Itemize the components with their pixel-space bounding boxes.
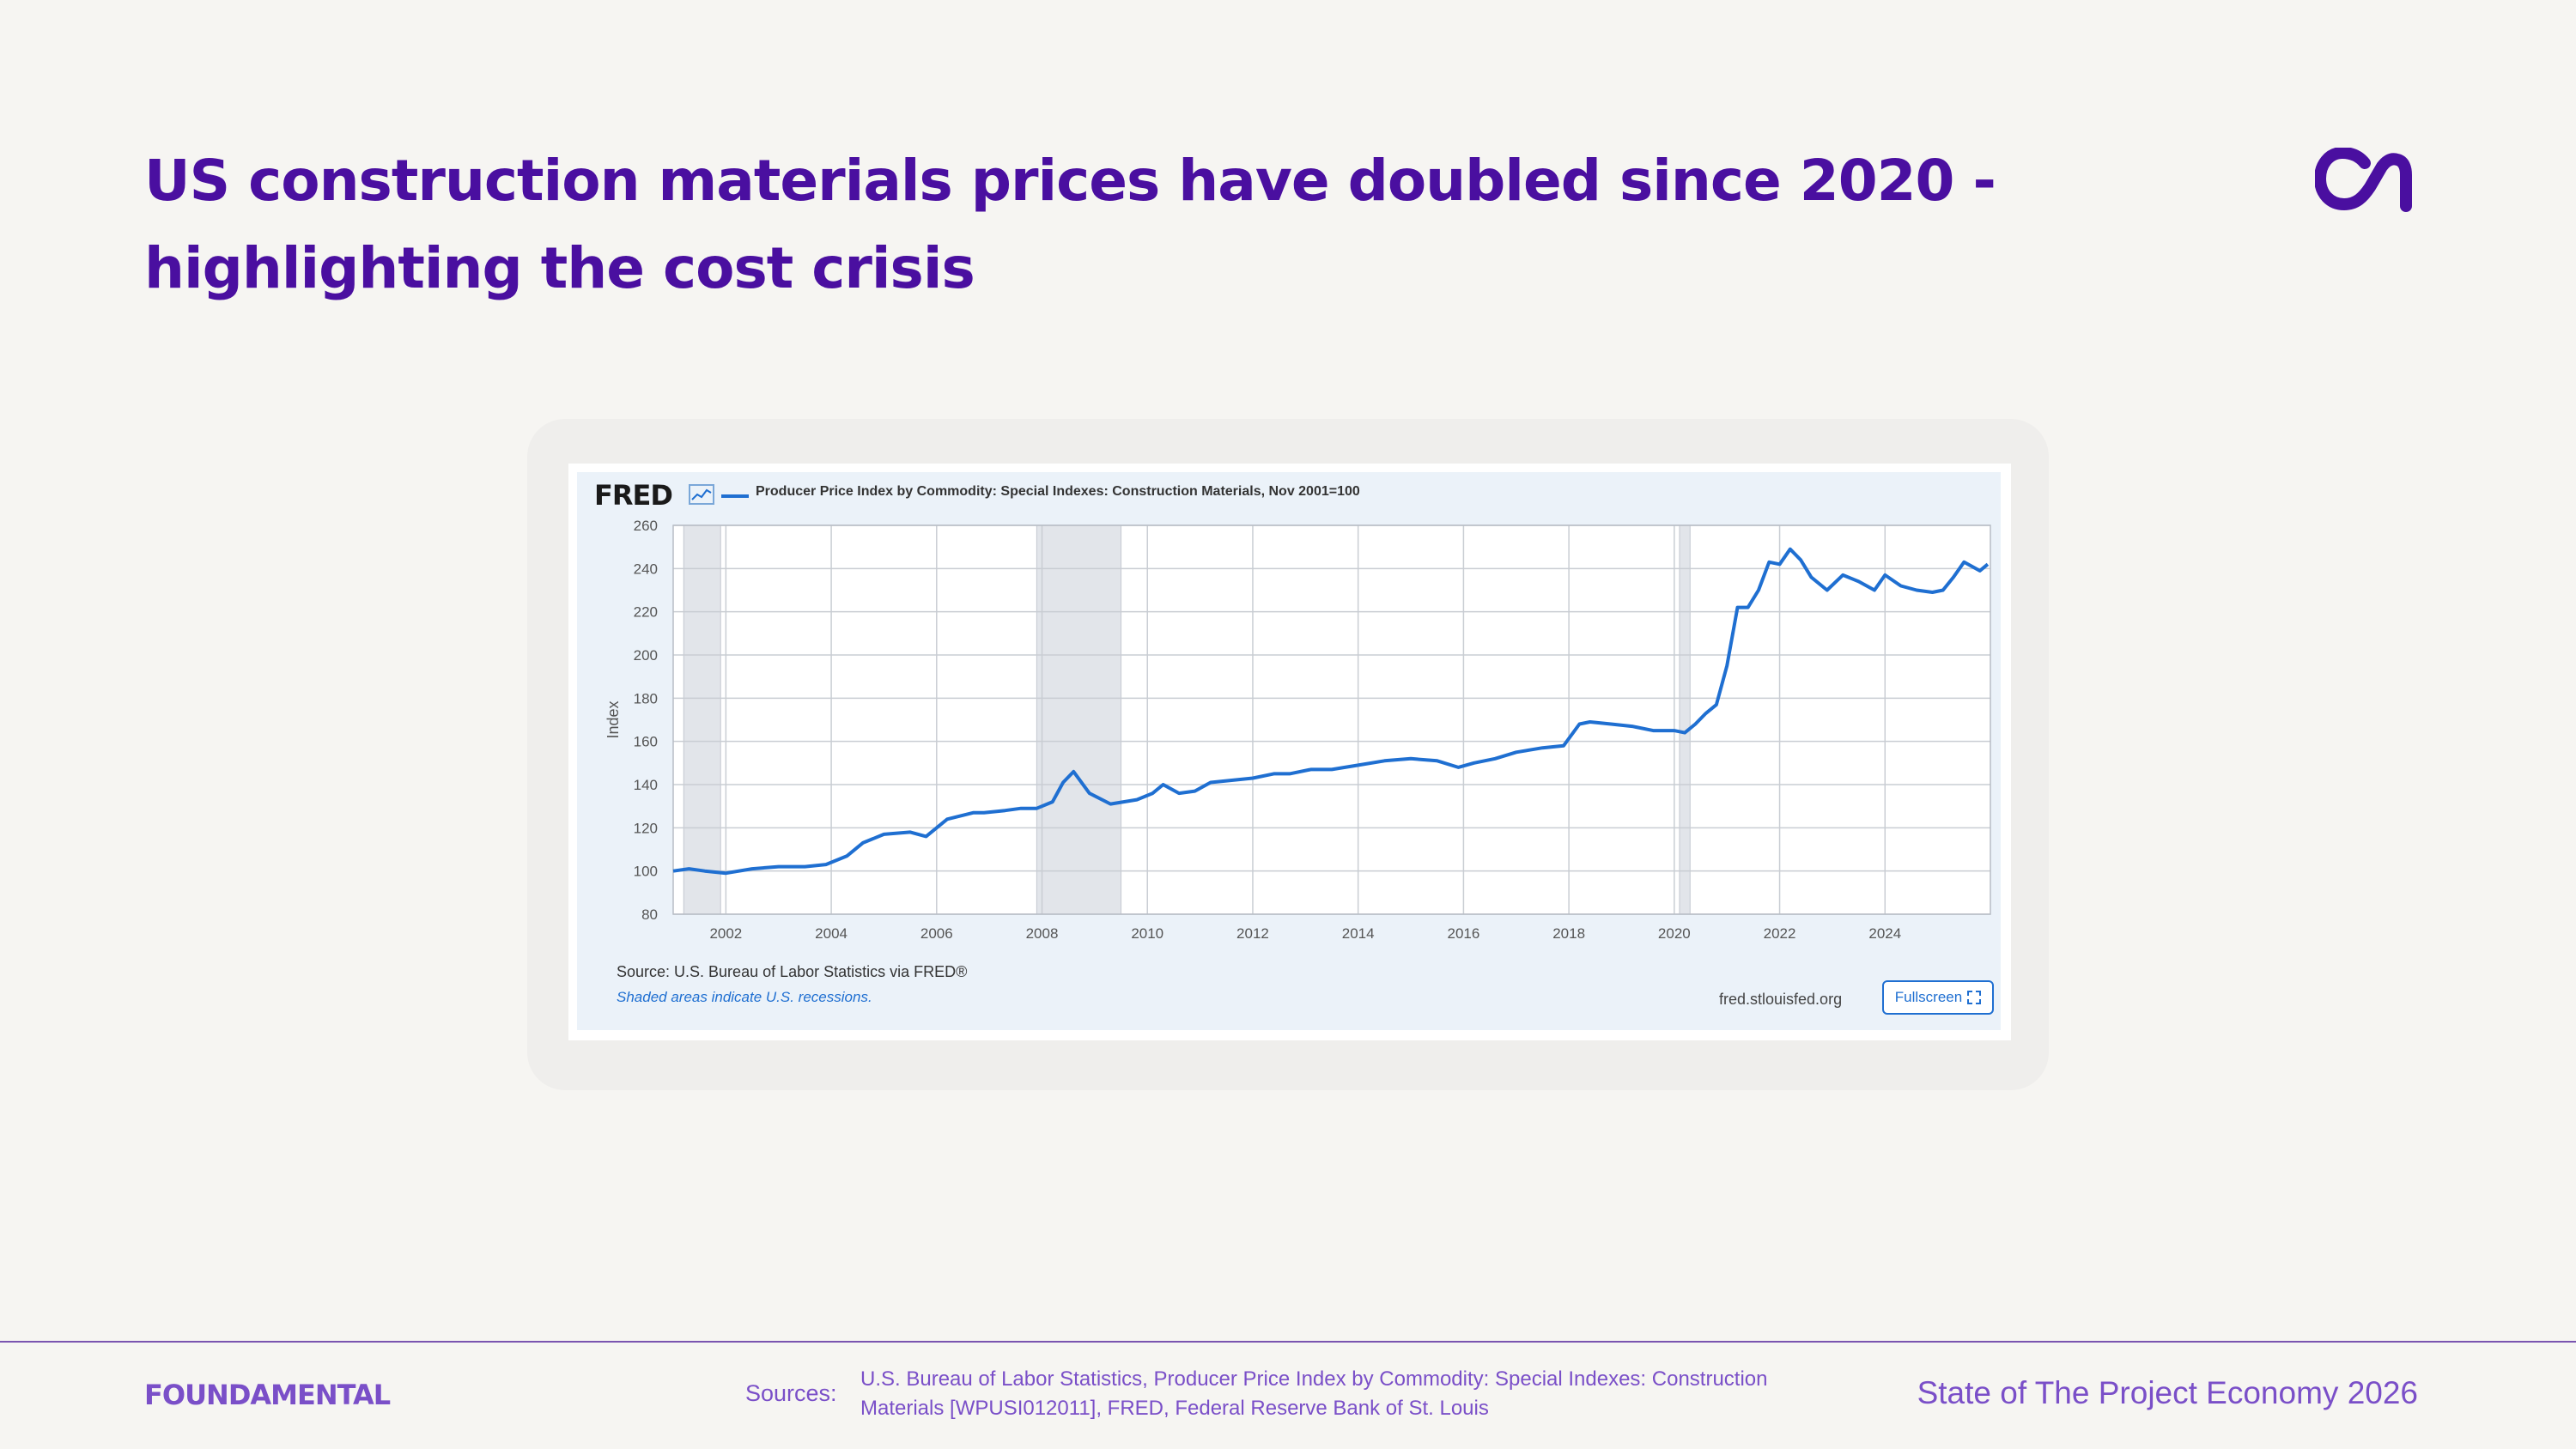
- y-axis-label: Index: [605, 700, 622, 738]
- expand-icon: [1967, 991, 1982, 1004]
- sources-line-2: Materials [WPUSI012011], FRED, Federal R…: [860, 1397, 1489, 1420]
- x-tick-label: 2014: [1342, 925, 1375, 942]
- x-tick-label: 2022: [1764, 925, 1796, 942]
- y-tick-label: 80: [641, 906, 658, 923]
- y-tick-label: 220: [634, 604, 658, 621]
- y-tick-label: 240: [634, 561, 658, 577]
- footer-divider: [0, 1341, 2576, 1343]
- y-tick-label: 180: [634, 690, 658, 706]
- y-tick-label: 160: [634, 734, 658, 750]
- x-tick-label: 2024: [1868, 925, 1901, 942]
- x-tick-label: 2020: [1658, 925, 1691, 942]
- report-name: State of The Project Economy 2026: [1917, 1375, 2418, 1410]
- y-tick-label: 200: [634, 647, 658, 664]
- fullscreen-button[interactable]: Fullscreen: [1882, 980, 1994, 1015]
- x-tick-label: 2008: [1026, 925, 1059, 942]
- recession-shading: [1679, 524, 1691, 915]
- x-tick-label: 2002: [709, 925, 742, 942]
- plot-area: [673, 525, 1990, 914]
- sources-label: Sources:: [745, 1380, 837, 1406]
- legend-swatch: [721, 494, 749, 498]
- fullscreen-label: Fullscreen: [1894, 989, 1963, 1005]
- title-line-2: highlighting the cost crisis: [144, 235, 975, 301]
- footer-brand-logo: FOUNDAMENTAL: [144, 1379, 391, 1411]
- y-tick-label: 260: [634, 518, 658, 534]
- series-line: [672, 547, 1990, 876]
- recession-shading: [1036, 524, 1122, 915]
- y-tick-label: 120: [634, 820, 658, 836]
- fred-logo: FRED: [594, 479, 673, 512]
- sources-line-1: U.S. Bureau of Labor Statistics, Produce…: [860, 1367, 1768, 1391]
- x-tick-label: 2012: [1236, 925, 1269, 942]
- source-note: Source: U.S. Bureau of Labor Statistics …: [617, 963, 968, 980]
- fred-url-link[interactable]: fred.stlouisfed.org: [1719, 991, 1843, 1008]
- y-tick-label: 140: [634, 777, 658, 793]
- y-tick-label: 100: [634, 864, 658, 880]
- plot-border: [672, 524, 1991, 915]
- title-line-1: US construction materials prices have do…: [144, 148, 1996, 214]
- legend-label: Producer Price Index by Commodity: Speci…: [756, 484, 1360, 499]
- page-title: US construction materials prices have do…: [144, 137, 2033, 312]
- recession-shading: [683, 524, 721, 915]
- x-tick-label: 2018: [1552, 925, 1585, 942]
- x-tick-label: 2006: [920, 925, 953, 942]
- fred-chart-frame: FRED Producer Price Index by Commodity: …: [568, 464, 2011, 1040]
- x-tick-label: 2010: [1131, 925, 1163, 942]
- sources-text: U.S. Bureau of Labor Statistics, Produce…: [860, 1365, 1848, 1423]
- line-graph-icon: [689, 484, 714, 505]
- line-chart: 80 100 120 140 160 180 200 220 240 260 2002 2004 200…: [605, 518, 1991, 942]
- au-logo-icon: [2315, 148, 2412, 212]
- x-tick-label: 2016: [1447, 925, 1479, 942]
- x-tick-label: 2004: [815, 925, 848, 942]
- fred-chart-panel: FRED Producer Price Index by Commodity: …: [577, 472, 2001, 1030]
- recession-note: Shaded areas indicate U.S. recessions.: [617, 989, 872, 1005]
